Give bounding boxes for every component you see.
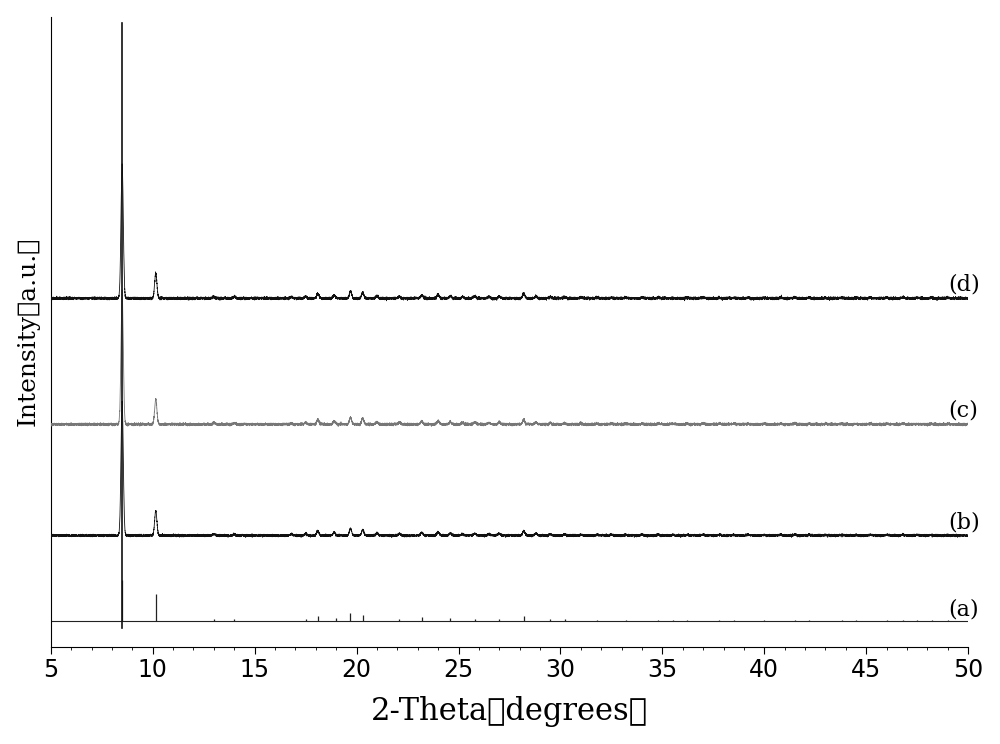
Text: (c): (c)	[948, 400, 978, 422]
Text: (a): (a)	[948, 599, 978, 620]
X-axis label: 2-Theta（degrees）: 2-Theta（degrees）	[371, 696, 648, 728]
Text: (b): (b)	[948, 511, 980, 533]
Text: (d): (d)	[948, 274, 980, 296]
Y-axis label: Intensity（a.u.）: Intensity（a.u.）	[17, 237, 40, 426]
